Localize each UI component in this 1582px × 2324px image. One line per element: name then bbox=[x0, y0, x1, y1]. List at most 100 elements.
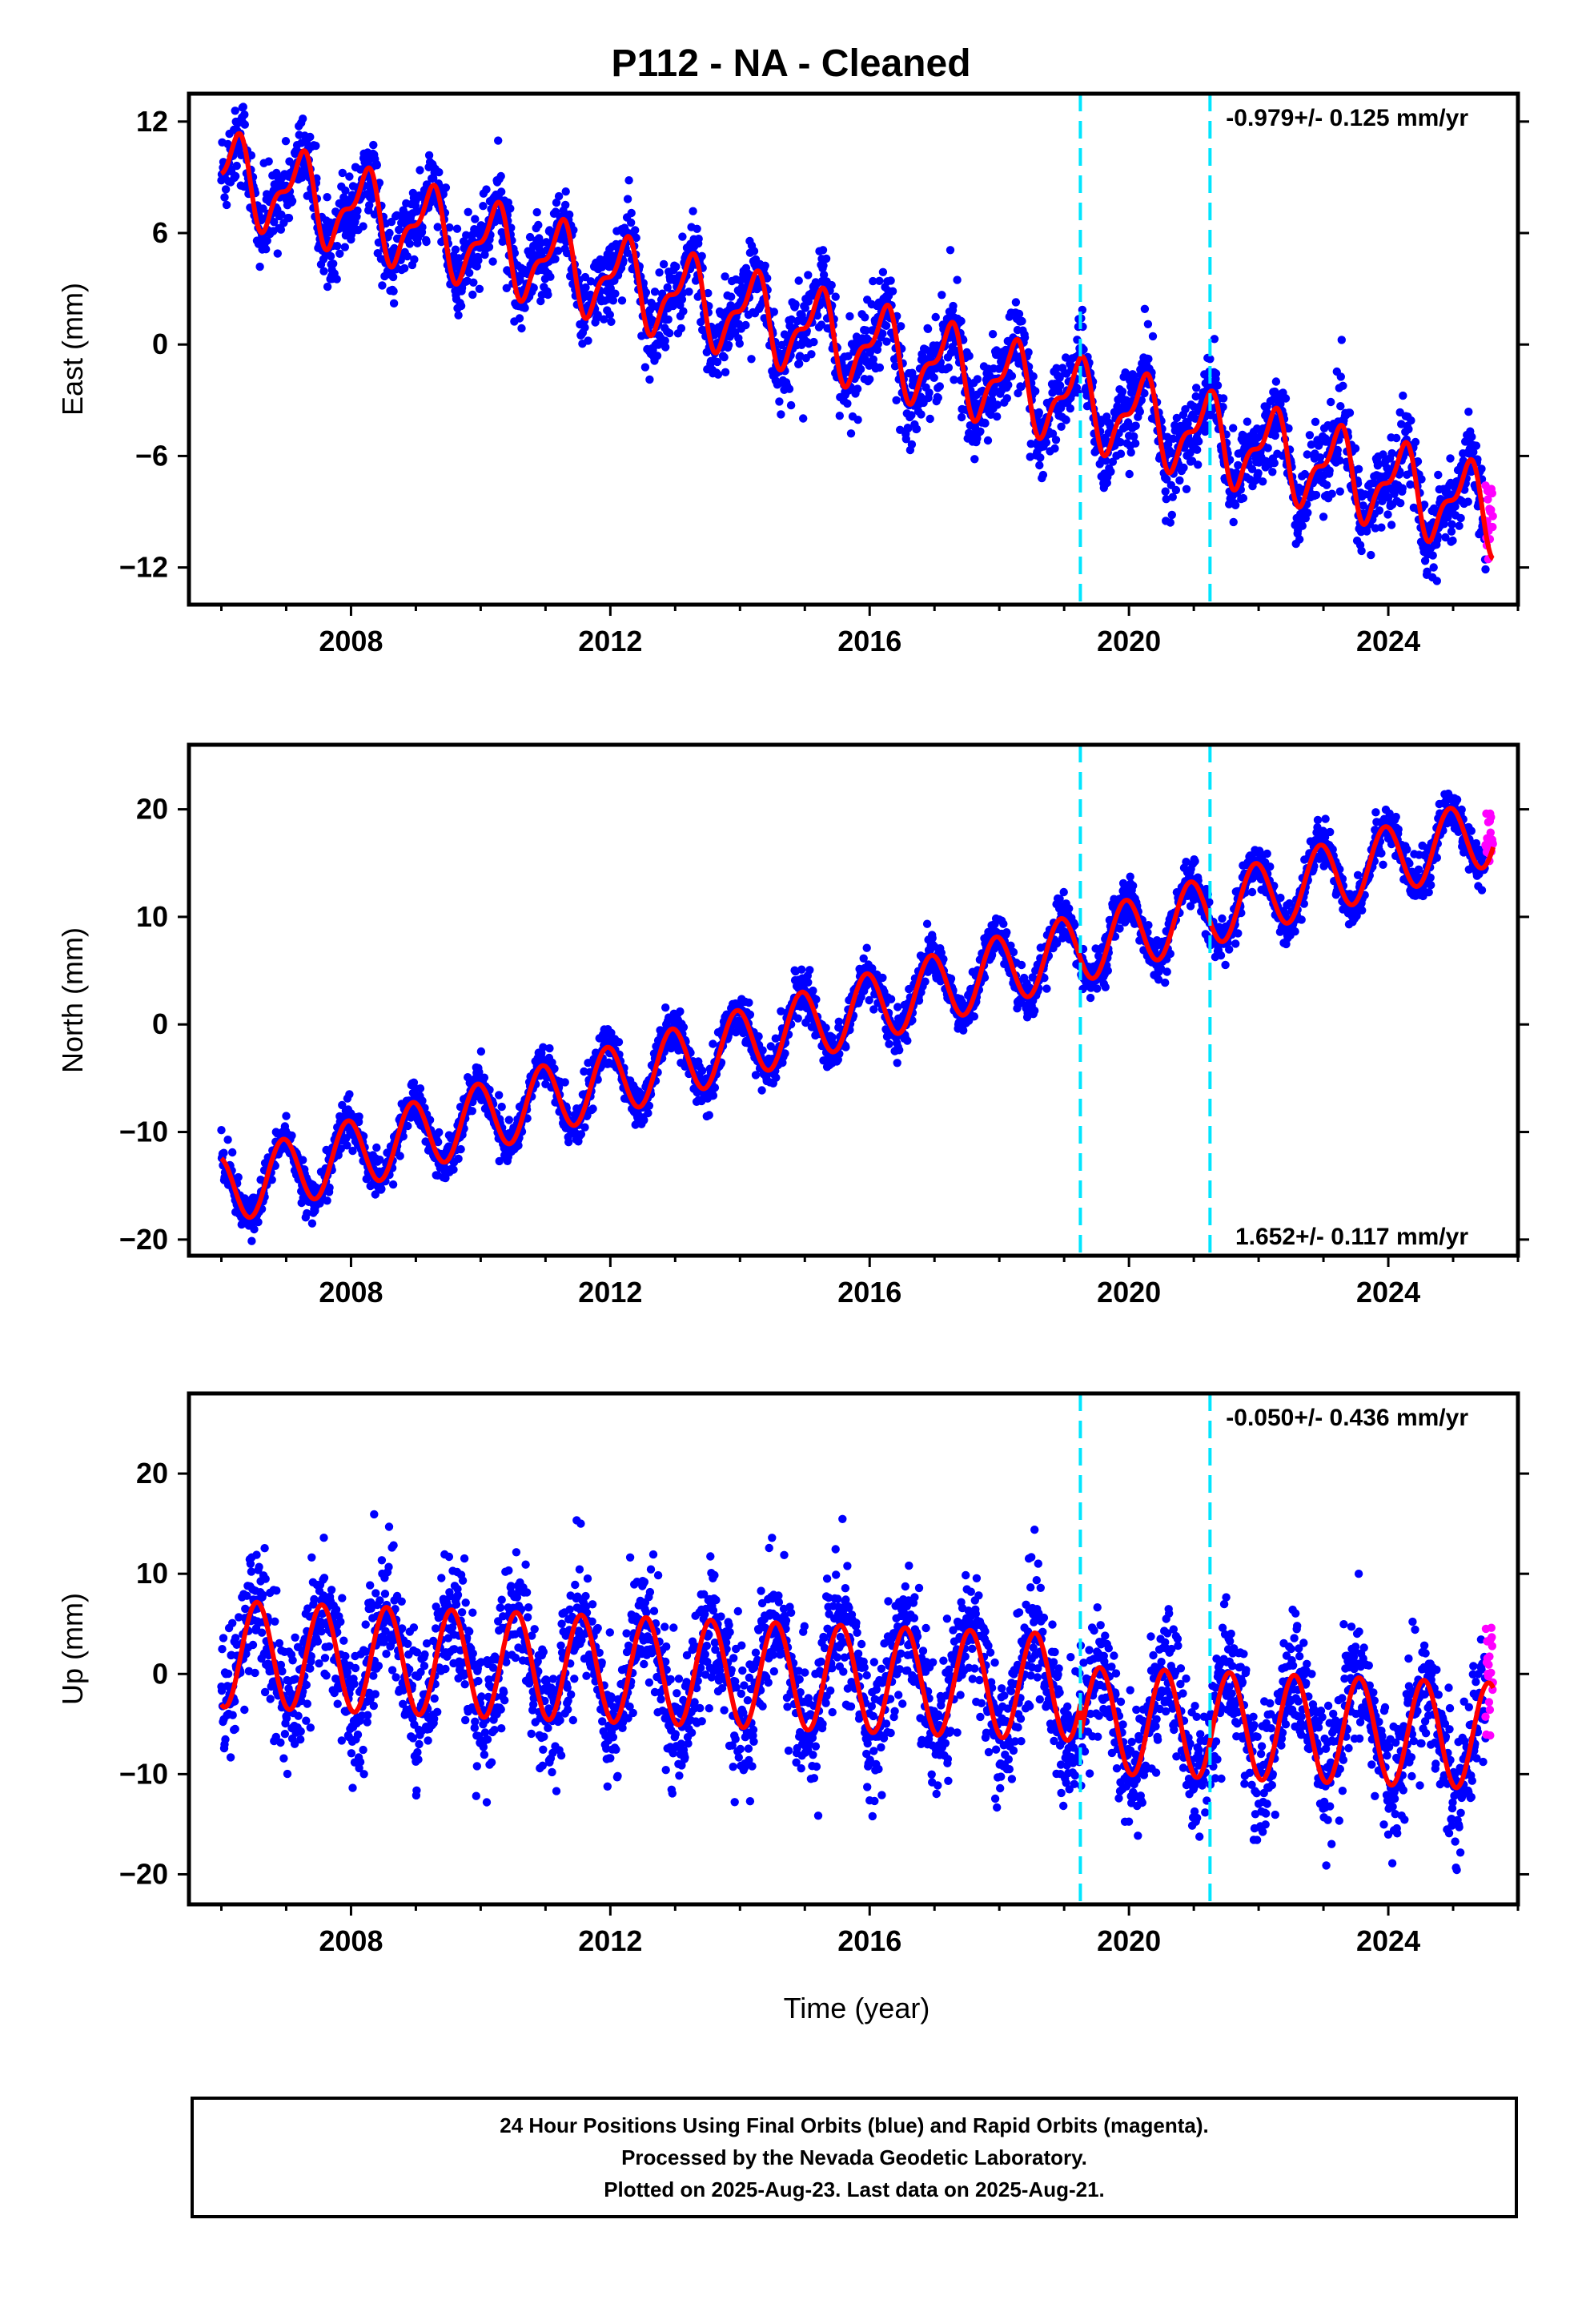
data-point bbox=[1448, 536, 1457, 545]
data-point bbox=[890, 362, 900, 371]
data-point bbox=[1345, 408, 1355, 417]
data-point bbox=[697, 251, 706, 260]
data-point bbox=[869, 355, 878, 364]
data-point bbox=[441, 183, 451, 192]
data-point bbox=[564, 1138, 573, 1147]
data-point bbox=[593, 311, 602, 320]
data-point bbox=[993, 400, 1002, 409]
data-point bbox=[1247, 464, 1257, 473]
data-point bbox=[456, 301, 466, 311]
data-point bbox=[981, 419, 990, 428]
data-point bbox=[735, 339, 744, 348]
data-point bbox=[1383, 493, 1393, 502]
data-point bbox=[627, 208, 636, 218]
data-point bbox=[544, 290, 552, 300]
data-point bbox=[704, 288, 713, 298]
data-point bbox=[907, 411, 916, 420]
data-point bbox=[584, 336, 592, 345]
data-point bbox=[529, 283, 538, 292]
data-point bbox=[878, 329, 887, 338]
data-point bbox=[931, 312, 940, 322]
data-point bbox=[273, 249, 282, 258]
data-point bbox=[377, 1184, 386, 1193]
data-point bbox=[950, 376, 958, 384]
data-point bbox=[494, 136, 503, 145]
data-point bbox=[445, 223, 454, 232]
data-point bbox=[416, 166, 424, 175]
y-tick-label: −6 bbox=[135, 439, 168, 472]
data-point bbox=[1319, 513, 1328, 521]
data-point bbox=[856, 364, 865, 374]
data-point bbox=[834, 1017, 844, 1027]
data-point bbox=[367, 195, 376, 203]
y-tick-label: 6 bbox=[152, 216, 168, 249]
data-point bbox=[1481, 565, 1490, 574]
data-point bbox=[893, 1059, 901, 1068]
data-point bbox=[299, 1156, 307, 1164]
data-point bbox=[263, 236, 271, 245]
data-point bbox=[1130, 372, 1138, 380]
data-point bbox=[1351, 444, 1360, 453]
rate-label: -0.979+/- 0.125 mm/yr bbox=[1226, 105, 1468, 131]
data-point bbox=[1300, 469, 1310, 479]
data-point bbox=[1057, 422, 1066, 431]
data-point bbox=[240, 110, 249, 119]
data-point bbox=[464, 207, 472, 216]
final-orbit-points bbox=[217, 103, 1490, 585]
data-point bbox=[921, 977, 930, 986]
data-point bbox=[935, 382, 945, 391]
rapid-point bbox=[1488, 489, 1497, 498]
data-point bbox=[484, 243, 494, 251]
data-point bbox=[546, 272, 555, 281]
data-point bbox=[1377, 523, 1386, 532]
data-point bbox=[1118, 387, 1127, 396]
data-point bbox=[1337, 336, 1347, 344]
data-point bbox=[1130, 432, 1138, 441]
data-point bbox=[1004, 380, 1013, 389]
data-point bbox=[804, 271, 813, 279]
data-point bbox=[1193, 445, 1202, 454]
data-point bbox=[809, 337, 818, 347]
data-point bbox=[1195, 437, 1203, 446]
data-point bbox=[332, 275, 341, 283]
data-point bbox=[276, 225, 286, 234]
data-point bbox=[926, 414, 934, 424]
data-point bbox=[1234, 460, 1243, 470]
data-point bbox=[631, 226, 640, 235]
data-point bbox=[554, 191, 564, 201]
data-point bbox=[451, 245, 460, 254]
data-point bbox=[1387, 448, 1396, 458]
data-point bbox=[659, 259, 669, 269]
data-point bbox=[1002, 394, 1012, 403]
data-point bbox=[804, 297, 813, 306]
data-point bbox=[348, 1146, 357, 1156]
data-point bbox=[922, 919, 932, 928]
data-point bbox=[449, 1165, 458, 1174]
data-point bbox=[435, 1128, 444, 1137]
data-point bbox=[930, 373, 938, 382]
data-point bbox=[1135, 407, 1145, 416]
data-point bbox=[1392, 433, 1401, 443]
data-point bbox=[1303, 450, 1312, 459]
data-point bbox=[713, 370, 723, 379]
data-point bbox=[396, 1152, 404, 1160]
data-point bbox=[1191, 392, 1200, 401]
data-point bbox=[303, 1208, 311, 1218]
data-point bbox=[561, 187, 570, 196]
data-point bbox=[435, 167, 444, 177]
data-point bbox=[1429, 563, 1438, 572]
data-point bbox=[1181, 404, 1190, 414]
data-point bbox=[944, 363, 954, 372]
final-orbit-points bbox=[217, 789, 1490, 1245]
data-point bbox=[1375, 506, 1384, 515]
data-point bbox=[897, 322, 905, 331]
data-point bbox=[372, 1143, 381, 1152]
data-point bbox=[1284, 424, 1293, 433]
data-point bbox=[623, 248, 632, 257]
data-point bbox=[1354, 464, 1363, 473]
data-point bbox=[580, 323, 589, 332]
data-point bbox=[861, 326, 870, 335]
data-point bbox=[228, 1148, 237, 1157]
data-point bbox=[1456, 513, 1465, 523]
data-point bbox=[745, 998, 753, 1007]
